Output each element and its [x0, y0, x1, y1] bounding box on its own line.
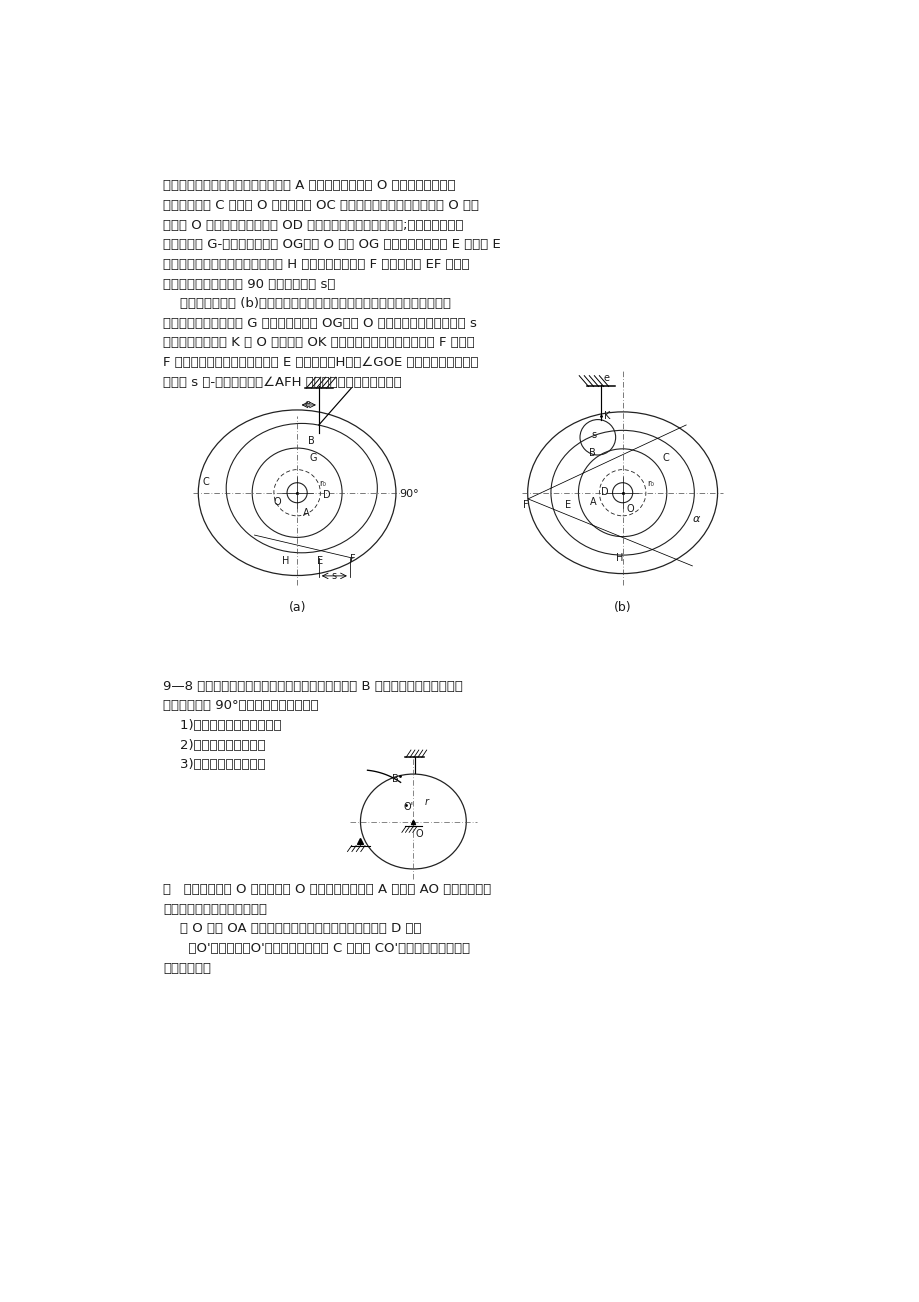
Text: α: α	[692, 514, 699, 525]
Text: 3)凸轮机构的压力角。: 3)凸轮机构的压力角。	[163, 758, 266, 771]
Text: r₀: r₀	[319, 479, 325, 488]
Text: H: H	[281, 556, 289, 566]
Text: s: s	[332, 572, 336, 581]
Text: O: O	[274, 497, 281, 508]
Text: F: F	[349, 555, 355, 564]
Text: 过 O 点作 OA 的垂线，交推杆转动中心反转位置圆于 D 点。: 过 O 点作 OA 的垂线，交推杆转动中心反转位置圆于 D 点。	[163, 922, 421, 935]
Text: e: e	[304, 398, 311, 409]
Text: A: A	[303, 508, 310, 518]
Text: E: E	[564, 500, 570, 510]
Text: 径作圆，得凸轮的理论廓线圆。连接 A 与凸轮的转动中心 O 并延长，交于凸轮: 径作圆，得凸轮的理论廓线圆。连接 A 与凸轮的转动中心 O 并延长，交于凸轮	[163, 180, 455, 193]
Text: E: E	[316, 556, 323, 566]
Text: B: B	[588, 448, 595, 458]
Text: 置逆时针转过 90°时，试用图解法标出：: 置逆时针转过 90°时，试用图解法标出：	[163, 699, 318, 712]
Text: 线交基圆于 G-点，以直线连接 OG。过 O 点作 OG 的垂线，交基圆于 E 点。过 E: 线交基圆于 G-点，以直线连接 OG。过 O 点作 OG 的垂线，交基圆于 E …	[163, 238, 500, 251]
Text: 得推杆转动中心反转位置圆。: 得推杆转动中心反转位置圆。	[163, 902, 267, 915]
Text: O': O'	[403, 802, 414, 812]
Text: 方法同前，在图 (b)中分别作出凸轮的理论廓线、基圆、推杆的偏距圆。延: 方法同前，在图 (b)中分别作出凸轮的理论廓线、基圆、推杆的偏距圆。延	[163, 297, 450, 310]
Text: K: K	[604, 411, 609, 421]
Text: 以O'为圆心，以O'点到推杆圆弧圆心 C 的距离 CO'为半径作圆，得凸轮: 以O'为圆心，以O'点到推杆圆弧圆心 C 的距离 CO'为半径作圆，得凸轮	[163, 943, 470, 956]
Text: r: r	[424, 798, 427, 807]
Text: C: C	[663, 453, 669, 462]
Text: e: e	[603, 374, 608, 383]
Text: 的理论廓线。: 的理论廓线。	[163, 962, 210, 975]
Text: 为凸轮从图示位置转过 90 后推杆的位移 s。: 为凸轮从图示位置转过 90 后推杆的位移 s。	[163, 277, 335, 290]
Text: G: G	[309, 453, 317, 462]
Text: A: A	[589, 497, 596, 508]
Text: (a): (a)	[288, 600, 305, 613]
Text: 长推杆导路线交基圆于 G 点，以直线连接 OG。以 O 为圆心，以滚子中心升高 s: 长推杆导路线交基圆于 G 点，以直线连接 OG。以 O 为圆心，以滚子中心升高 …	[163, 316, 476, 329]
Text: (b): (b)	[613, 600, 630, 613]
Text: D: D	[323, 490, 330, 500]
Text: H: H	[616, 553, 623, 562]
Text: 解   如图所示，以 O 为圆心，以 O 点到推杆转动中心 A 的距离 AO 为半径作圆，: 解 如图所示，以 O 为圆心，以 O 点到推杆转动中心 A 的距离 AO 为半径…	[163, 883, 491, 896]
Text: s: s	[591, 430, 596, 440]
Text: 2)摆杆位移角的大小；: 2)摆杆位移角的大小；	[163, 738, 266, 751]
Text: 心，以 O 点到推杆导路的距离 OD 为半径作圆得推杆的偏距圆;。延长推杆导路: 心，以 O 点到推杆导路的距离 OD 为半径作圆得推杆的偏距圆;。延长推杆导路	[163, 219, 463, 232]
Text: 1)推杆在凸轮上的接触点；: 1)推杆在凸轮上的接触点；	[163, 719, 281, 732]
Text: O: O	[626, 504, 633, 513]
Text: 90°: 90°	[399, 488, 418, 499]
Text: D: D	[600, 487, 607, 496]
Text: B: B	[391, 775, 398, 784]
Text: 的理论廓线于 C 点。以 O 为圆心，以 OC 为半径作圆得凸轮的基圆。以 O 为圆: 的理论廓线于 C 点。以 O 为圆心，以 OC 为半径作圆得凸轮的基圆。以 O …	[163, 199, 479, 212]
Text: F: F	[523, 500, 528, 510]
Text: C: C	[202, 478, 210, 487]
Text: r₀: r₀	[647, 479, 653, 488]
Text: O: O	[415, 829, 423, 838]
Text: 高位移 s 时-凸轮的转角，∠AFH 为此时凸轮机构的压力角。: 高位移 s 时-凸轮的转角，∠AFH 为此时凸轮机构的压力角。	[163, 376, 402, 389]
Text: F 点作偏距圆的切线，交基圆于 E 点，切点为H。则∠GOE 为推杆从图示位置升: F 点作偏距圆的切线，交基圆于 E 点，切点为H。则∠GOE 为推杆从图示位置升	[163, 355, 478, 368]
Text: 点在偏距圆的下侧作切线，切点为 H 点，交理论廓线于 F 点，则线段 EF 的长即: 点在偏距圆的下侧作切线，切点为 H 点，交理论廓线于 F 点，则线段 EF 的长…	[163, 258, 470, 271]
Text: 9—8 在图示凸轮机构中，圆弧底摆动推杆与凸轮在 B 点接触。当凸轮从图示位: 9—8 在图示凸轮机构中，圆弧底摆动推杆与凸轮在 B 点接触。当凸轮从图示位	[163, 680, 462, 693]
Text: B: B	[308, 436, 314, 445]
Text: 后滚子的转动中心 K 到 O 点的距离 OK 为半径作圆弧，交理论廓线于 F 点。过: 后滚子的转动中心 K 到 O 点的距离 OK 为半径作圆弧，交理论廓线于 F 点…	[163, 336, 474, 349]
